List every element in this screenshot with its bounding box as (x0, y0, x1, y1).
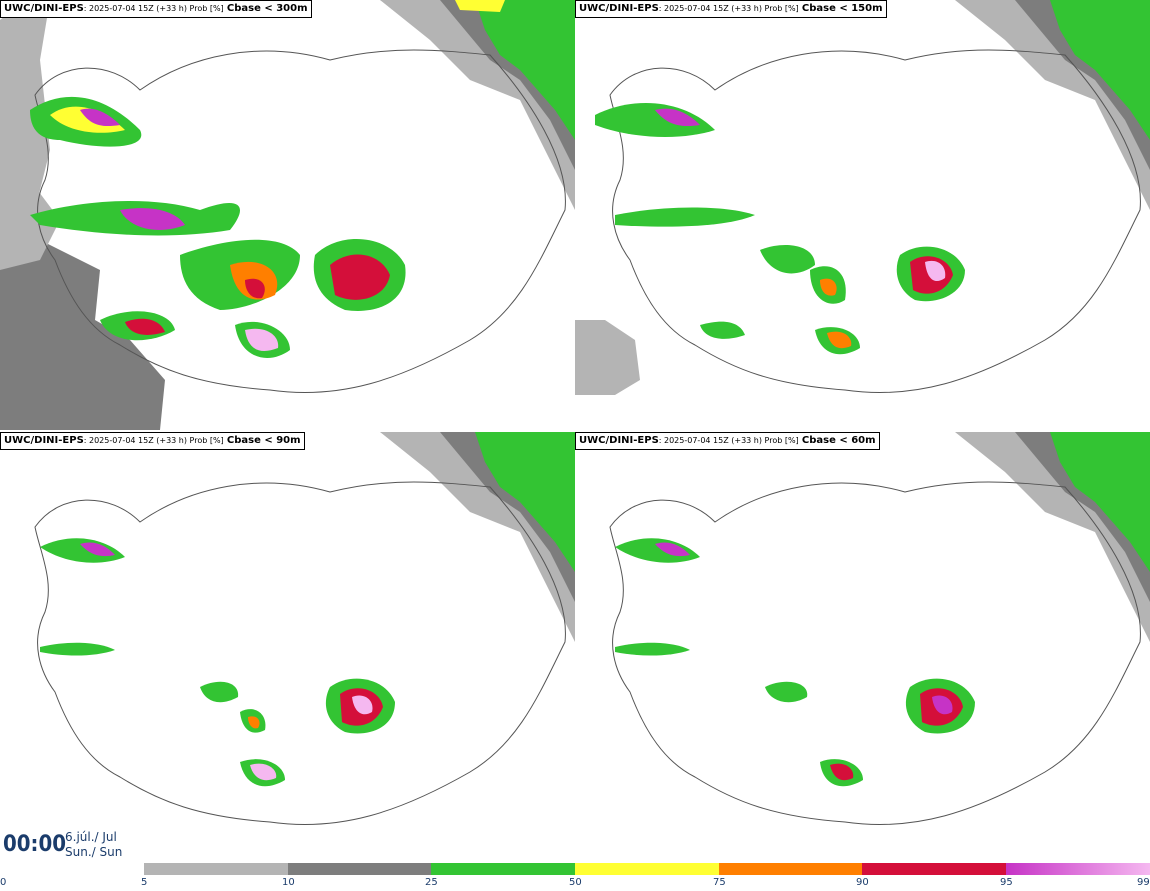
probability-area (765, 681, 808, 703)
probability-area (655, 108, 700, 127)
legend-tick: 90 (856, 877, 869, 888)
legend-tick: 95 (1000, 877, 1013, 888)
valid-date-line-2: Sun./ Sun (65, 845, 123, 859)
probability-area (615, 642, 690, 656)
probability-area (40, 538, 125, 563)
probability-area (700, 321, 745, 339)
probability-area (827, 331, 852, 349)
sea-prob-area (0, 240, 165, 430)
panel-title: UWC/DINI-EPS: 2025-07-04 15Z (+33 h) Pro… (575, 0, 887, 18)
sea-prob-area (455, 0, 505, 12)
color-legend: 0 5 10 25 50 75 90 95 99 (0, 862, 1150, 891)
map-panel-cbase-300: UWC/DINI-EPS: 2025-07-04 15Z (+33 h) Pro… (0, 0, 575, 430)
probability-area (595, 103, 715, 137)
probability-map (0, 0, 575, 430)
probability-area (330, 254, 390, 300)
sea-prob-area (1050, 0, 1150, 140)
probability-area (245, 328, 279, 351)
legend-swatch-0-5 (0, 863, 144, 875)
probability-map (34, 432, 575, 825)
probability-area (80, 108, 120, 127)
map-panel-cbase-150: UWC/DINI-EPS: 2025-07-04 15Z (+33 h) Pro… (575, 0, 1150, 430)
probability-area (50, 106, 125, 133)
panel-title: UWC/DINI-EPS: 2025-07-04 15Z (+33 h) Pro… (0, 0, 312, 18)
legend-swatch-10-25 (288, 863, 431, 875)
probability-area (760, 245, 815, 274)
legend-swatch-50-75 (575, 863, 719, 875)
map-panel-cbase-60: UWC/DINI-EPS: 2025-07-04 15Z (+33 h) Pro… (575, 432, 1150, 862)
legend-swatch-75-90 (719, 863, 862, 875)
legend-swatch-25-50 (431, 863, 575, 875)
probability-map (575, 0, 1150, 395)
sea-prob-area (475, 432, 575, 572)
panel-title: UWC/DINI-EPS: 2025-07-04 15Z (+33 h) Pro… (0, 432, 305, 450)
probability-area (615, 207, 755, 227)
probability-area (925, 260, 946, 282)
coastline (34, 49, 566, 393)
legend-swatch-95-99 (1006, 863, 1150, 875)
sea-prob-area (1050, 432, 1150, 572)
legend-swatch-5-10 (144, 863, 288, 875)
valid-date-line-1: 6.júl./ Jul (65, 830, 117, 844)
probability-area (830, 763, 854, 781)
probability-area (248, 716, 260, 729)
sea-prob-area (475, 0, 575, 140)
probability-area (80, 542, 115, 557)
probability-area (932, 695, 953, 715)
legend-swatch-90-95 (862, 863, 1006, 875)
coastline (609, 49, 1141, 393)
probability-area (655, 542, 690, 557)
map-panel-cbase-90: UWC/DINI-EPS: 2025-07-04 15Z (+33 h) Pro… (0, 432, 575, 862)
probability-area (40, 642, 115, 656)
legend-tick: 99 (1137, 877, 1150, 888)
probability-area (200, 681, 239, 703)
valid-time-box: 00:00 6.júl./ Jul Sun./ Sun (0, 828, 125, 862)
legend-tick: 25 (425, 877, 438, 888)
panel-title: UWC/DINI-EPS: 2025-07-04 15Z (+33 h) Pro… (575, 432, 880, 450)
legend-tick: 10 (282, 877, 295, 888)
sea-prob-area (0, 180, 60, 270)
probability-area (245, 278, 265, 299)
legend-tick: 0 (0, 877, 7, 888)
probability-area (820, 278, 837, 296)
valid-time: 00:00 (3, 832, 67, 857)
probability-area (125, 318, 165, 335)
probability-map (609, 432, 1150, 825)
valid-date: 6.júl./ Jul Sun./ Sun (65, 830, 122, 860)
probability-area (615, 538, 700, 563)
probability-area (352, 695, 373, 715)
probability-area (120, 208, 185, 230)
legend-tick: 75 (713, 877, 726, 888)
coastline (609, 481, 1141, 825)
probability-area (250, 763, 277, 781)
legend-tick: 50 (569, 877, 582, 888)
legend-tick: 5 (141, 877, 148, 888)
sea-prob-area (575, 320, 640, 395)
coastline (34, 481, 566, 825)
